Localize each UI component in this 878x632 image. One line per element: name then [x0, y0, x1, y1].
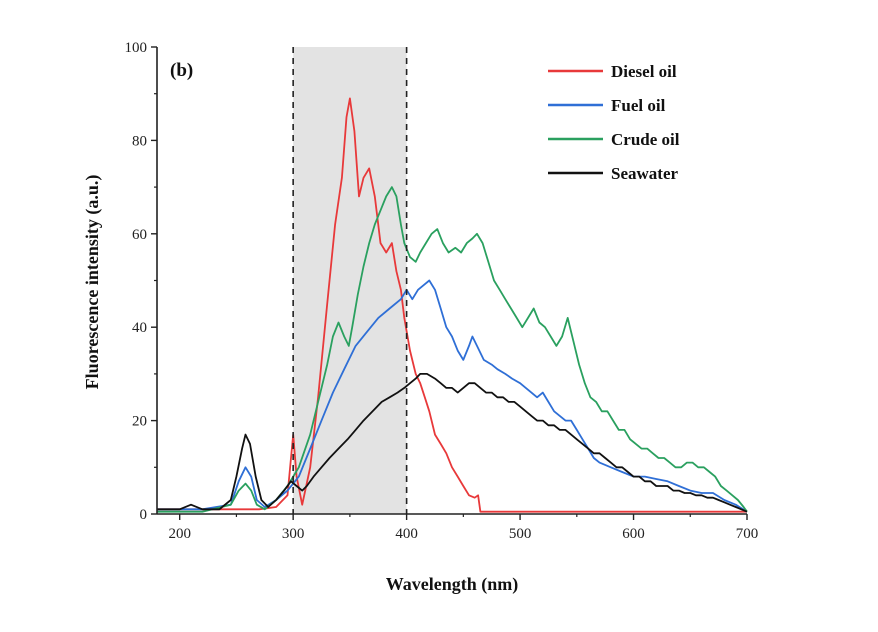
legend-label-4: Seawater [611, 164, 678, 183]
y-tick-label-20: 20 [132, 414, 147, 430]
y-axis-label: Fluorescence intensity (a.u.) [82, 175, 103, 390]
y-tick-label-0: 0 [140, 507, 148, 523]
x-axis-label: Wavelength (nm) [386, 574, 519, 595]
legend-label-2: Fuel oil [611, 96, 666, 115]
plot-area: 0 20 40 60 80 100 200 300 400 500 600 700 [125, 40, 759, 542]
series-line-4 [157, 373, 748, 513]
legend-label-1: Diesel oil [611, 62, 677, 81]
x-tick-label-200: 200 [168, 526, 191, 542]
series-line-3 [157, 186, 748, 513]
series-line-1 [157, 97, 747, 513]
panel-label: (b) [170, 60, 193, 81]
y-tick-label-60: 60 [132, 227, 147, 243]
y-tick-label-80: 80 [132, 133, 147, 149]
x-tick-label-600: 600 [622, 526, 645, 542]
x-tick-label-300: 300 [282, 526, 305, 542]
legend: Diesel oil Fuel oil Crude oil Seawater [548, 62, 680, 183]
series-line-2 [157, 279, 748, 513]
y-tick-label-40: 40 [132, 320, 147, 336]
highlight-region [293, 47, 407, 514]
x-tick-label-400: 400 [395, 526, 418, 542]
y-tick-label-100: 100 [125, 40, 148, 56]
x-tick-label-700: 700 [736, 526, 759, 542]
legend-label-3: Crude oil [611, 130, 680, 149]
x-tick-label-500: 500 [509, 526, 532, 542]
